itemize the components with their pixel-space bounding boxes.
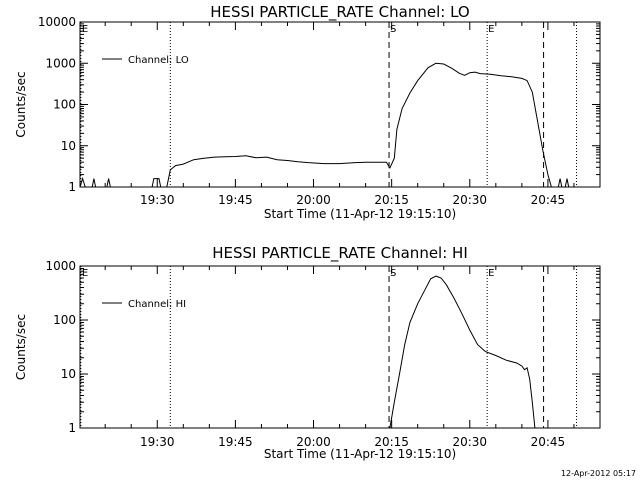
- time-marker-label: E: [488, 24, 494, 35]
- time-marker-label: E: [488, 268, 494, 279]
- y-tick-label: 10: [61, 367, 76, 381]
- x-tick-label: 19:30: [140, 193, 175, 207]
- legend-entry: Channel: HI: [128, 299, 186, 310]
- y-axis-label: Counts/sec: [14, 71, 28, 137]
- y-tick-label: 1000: [45, 259, 76, 273]
- x-tick-label: 20:45: [531, 193, 566, 207]
- time-marker-label: E: [82, 268, 88, 279]
- plot-area-frame: [79, 21, 601, 188]
- x-tick-label: 20:00: [296, 435, 331, 449]
- x-tick-label: 20:45: [531, 435, 566, 449]
- plot-area-frame: [79, 265, 601, 429]
- x-tick-label: 20:15: [374, 193, 409, 207]
- legend-entry: Channel: LO: [128, 55, 189, 66]
- x-tick-label: 19:45: [218, 193, 253, 207]
- x-tick-label: 20:15: [374, 435, 409, 449]
- y-axis-label: Counts/sec: [14, 314, 28, 380]
- chart-panel-1: HESSI PARTICLE_RATE Channel: LO 1 10 100 100…: [14, 3, 601, 221]
- y-tick-label: 100: [53, 313, 76, 327]
- time-marker-label: S: [390, 24, 396, 35]
- time-marker-label: E: [82, 24, 88, 35]
- y-tick-label: 1: [68, 180, 76, 194]
- chart-title: HESSI PARTICLE_RATE Channel: LO: [210, 3, 469, 22]
- x-tick-label: 20:30: [452, 193, 487, 207]
- y-tick-label: 10: [61, 139, 76, 153]
- chart-title: HESSI PARTICLE_RATE Channel: HI: [212, 244, 468, 263]
- x-tick-label: 19:45: [218, 435, 253, 449]
- x-tick-label: 20:30: [452, 435, 487, 449]
- x-axis-label: Start Time (11-Apr-12 19:15:10): [264, 207, 456, 221]
- y-tick-label: 10000: [38, 15, 76, 29]
- series-line: [79, 62, 570, 188]
- y-tick-label: 1: [68, 421, 76, 435]
- footer-timestamp: 12-Apr-2012 05:17: [561, 469, 636, 478]
- chart-panel-2: HESSI PARTICLE_RATE Channel: HI 1 10 100 100…: [14, 244, 601, 461]
- y-tick-label: 1000: [45, 56, 76, 70]
- time-marker-label: S: [390, 268, 396, 279]
- x-axis-label: Start Time (11-Apr-12 19:15:10): [264, 447, 456, 461]
- series-line: [389, 275, 536, 429]
- x-tick-label: 20:00: [296, 193, 331, 207]
- y-tick-label: 100: [53, 98, 76, 112]
- x-tick-label: 19:30: [140, 435, 175, 449]
